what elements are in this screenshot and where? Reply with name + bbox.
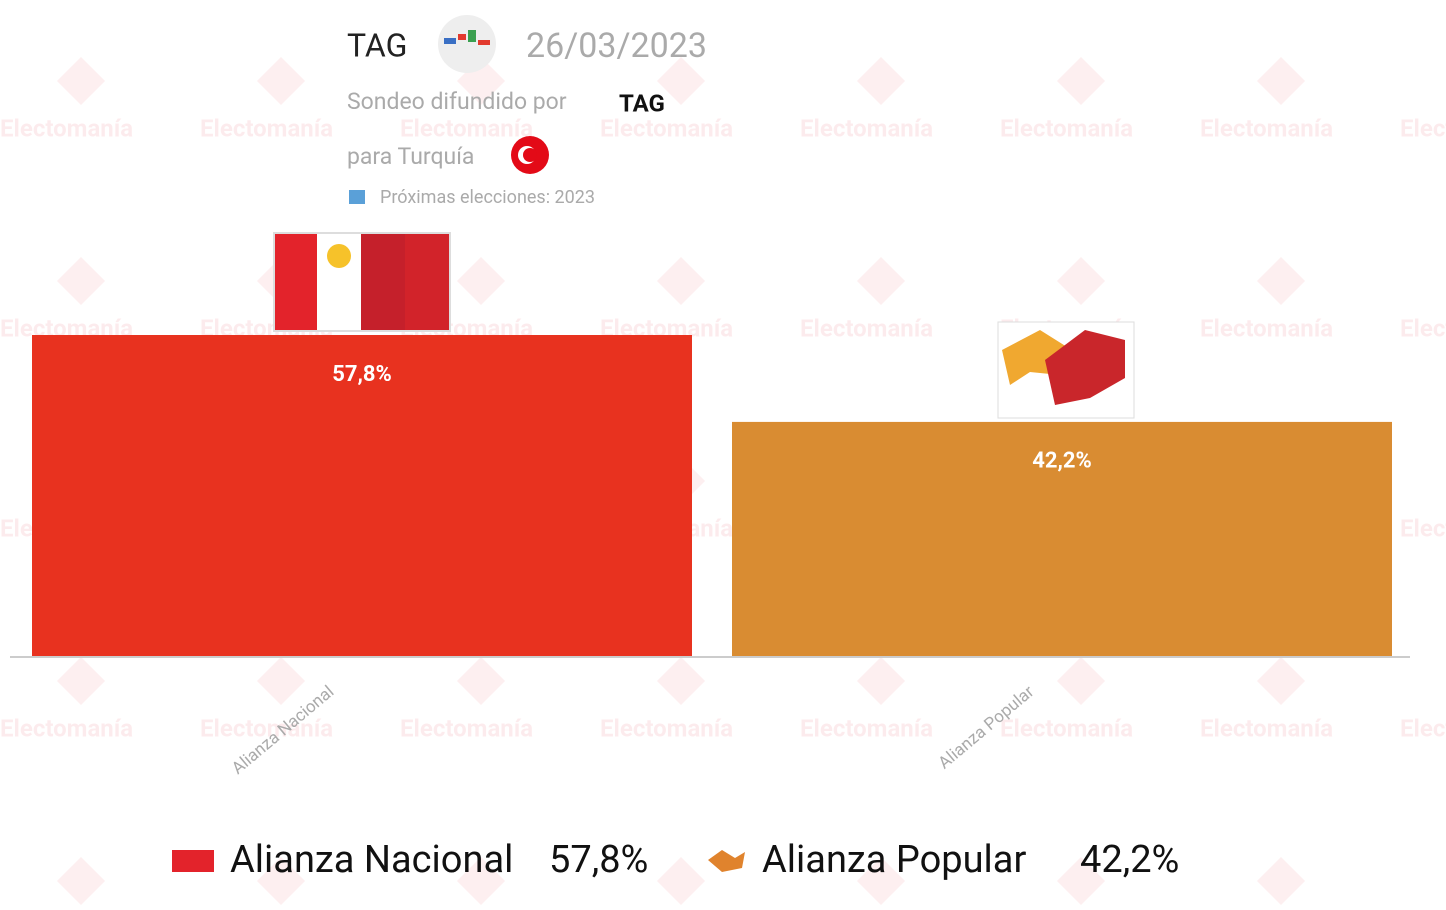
legend-icon [172, 850, 214, 872]
flag-part [523, 148, 537, 162]
watermark-icon [1256, 256, 1306, 306]
popular-logo [997, 321, 1135, 419]
watermark-icon [856, 656, 906, 706]
date: 26/03/2023 [526, 26, 707, 66]
watermark-icon [656, 656, 706, 706]
watermark-icon [656, 56, 706, 106]
legend-value: 57,8% [549, 838, 648, 882]
logo-part [468, 30, 476, 42]
watermark-icon [456, 656, 506, 706]
value-label: 42,2% [1032, 449, 1092, 474]
legend-label: Alianza Popular [762, 838, 1026, 882]
watermark: Electomanía [0, 714, 133, 742]
watermark: Electomanía [1400, 514, 1446, 542]
watermark-icon [856, 56, 906, 106]
value-label: 57,8% [332, 362, 392, 387]
watermark: Electomanía [1000, 114, 1133, 142]
watermark-icon [1256, 656, 1306, 706]
ballot-icon [349, 190, 365, 204]
watermark-icon [656, 256, 706, 306]
nacional-logo [273, 232, 451, 332]
pollster-logo [438, 15, 496, 73]
watermark-icon [56, 256, 106, 306]
watermark-icon [1056, 256, 1106, 306]
logo-part [478, 40, 490, 45]
watermark: Electomanía [1200, 314, 1333, 342]
bar [32, 335, 692, 657]
watermark-icon [656, 856, 706, 906]
watermark-icon [1256, 56, 1306, 106]
watermark-icon [1256, 856, 1306, 906]
watermark: Electomanía [1200, 114, 1333, 142]
legend-value: 42,2% [1080, 838, 1179, 882]
watermark: Electomanía [800, 314, 933, 342]
watermark: Electomanía [600, 714, 733, 742]
watermark-icon [256, 56, 306, 106]
watermark-icon [56, 656, 106, 706]
logo-part [444, 38, 456, 44]
watermark: Electomanía [1200, 714, 1333, 742]
watermark-icon [56, 56, 106, 106]
watermark-icon [856, 856, 906, 906]
legend-label: Alianza Nacional [230, 838, 513, 882]
watermark: Electomanía [800, 714, 933, 742]
watermark: Electomanía [600, 114, 733, 142]
watermark-icon [456, 256, 506, 306]
watermark: Electomanía [1400, 114, 1446, 142]
pollster: TAG [347, 26, 407, 64]
legend: Alianza Nacional 57,8% Alianza Popular 42,2… [172, 838, 1179, 882]
watermark-icon [1056, 656, 1106, 706]
region: para Turquía [347, 143, 474, 170]
source: TAG [619, 89, 665, 117]
watermark: Electomanía [400, 114, 533, 142]
watermark: Electomanía [200, 114, 333, 142]
watermark-icon [1056, 56, 1106, 106]
watermark: Electomanía [0, 114, 133, 142]
watermark: Electomanía [1400, 714, 1446, 742]
watermark-icon [256, 656, 306, 706]
watermark-icon [456, 856, 506, 906]
watermark: Electomanía [800, 114, 933, 142]
source-prefix: Sondeo difundido por [347, 88, 567, 115]
watermark: Electomanía [200, 714, 333, 742]
watermark: Electomanía [1400, 314, 1446, 342]
watermark: Electomanía [1000, 714, 1133, 742]
watermark-icon [256, 856, 306, 906]
watermark-icon [56, 856, 106, 906]
note: Próximas elecciones: 2023 [380, 187, 595, 208]
legend-icon [708, 850, 745, 872]
watermark: Electomanía [400, 714, 533, 742]
logo-part [458, 34, 466, 40]
watermark-icon [856, 256, 906, 306]
bar [732, 421, 1392, 657]
